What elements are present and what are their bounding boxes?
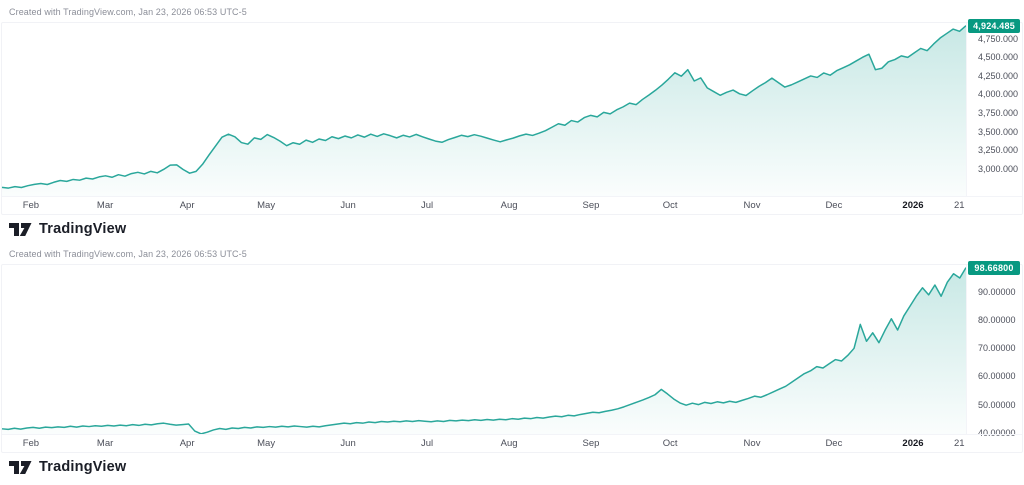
time-tick-label: Aug (500, 200, 518, 211)
chart-canvas: 4,924.485 4,750.000 4,500.000 4,250.000 4,0… (1, 18, 1023, 215)
last-price-badge: 98.66800 (968, 260, 1020, 275)
price-tick-label: 4,000.000 (978, 89, 1019, 100)
time-tick-label: Jun (340, 200, 356, 211)
time-tick-label: Oct (662, 438, 678, 449)
time-tick-label: Aug (500, 438, 518, 449)
price-tick-label: 3,000.000 (978, 163, 1019, 174)
price-tick-label: 70.00000 (978, 343, 1016, 354)
time-tick-label: Feb (22, 200, 40, 211)
time-tick-label: Dec (825, 200, 843, 211)
time-tick-label: Jul (421, 200, 434, 211)
tradingview-logo-icon (9, 461, 32, 474)
price-tick-label: 60.00000 (978, 371, 1016, 382)
price-tick-label: 4,500.000 (978, 52, 1019, 63)
series-line (1, 25, 967, 189)
time-tick-label: 21 (954, 438, 965, 449)
attribution-text: Created with TradingView.com, Jan 23, 20… (9, 249, 247, 259)
price-tick-label: 90.00000 (978, 287, 1016, 298)
chart-widget: Created with TradingView.com, Jan 23, 20… (0, 242, 1024, 480)
price-tick-label: 4,250.000 (978, 70, 1019, 81)
time-tick-label: Nov (743, 438, 761, 449)
plot-area[interactable] (1, 23, 967, 197)
time-scale[interactable]: Feb Mar Apr May Jun Jul Aug Sep Oct Nov Dec 2026 21 (2, 434, 1022, 452)
time-tick-label: Jul (421, 438, 434, 449)
time-tick-label: Apr (179, 200, 195, 211)
time-tick-label: Feb (22, 438, 40, 449)
tradingview-logo[interactable]: TradingView (0, 453, 1024, 480)
time-tick-label: Sep (582, 438, 600, 449)
time-tick-label: Jun (340, 438, 356, 449)
time-tick-label: Mar (96, 200, 114, 211)
price-scale[interactable]: 98.66800 90.00000 80.00000 70.00000 60.0000… (966, 260, 1022, 438)
price-tick-label: 80.00000 (978, 315, 1016, 326)
time-tick-label: Dec (825, 438, 843, 449)
tradingview-logo-text: TradingView (39, 221, 127, 237)
tradingview-logo-text: TradingView (39, 459, 127, 475)
attribution-text: Created with TradingView.com, Jan 23, 20… (9, 7, 247, 17)
price-tick-label: 3,500.000 (978, 126, 1019, 137)
series-line (1, 267, 967, 435)
time-tick-label: May (257, 438, 276, 449)
time-tick-label: Mar (96, 438, 114, 449)
price-tick-label: 40.00000 (978, 427, 1016, 438)
series-area-fill (2, 267, 966, 435)
last-price-badge: 4,924.485 (968, 18, 1020, 33)
time-tick-label: Nov (743, 200, 761, 211)
price-tick-label: 3,750.000 (978, 107, 1019, 118)
time-tick-label: Oct (662, 200, 678, 211)
time-scale[interactable]: Feb Mar Apr May Jun Jul Aug Sep Oct Nov Dec 2026 21 (2, 196, 1022, 214)
time-tick-label: May (257, 200, 276, 211)
time-tick-label: 2026 (902, 438, 924, 449)
time-tick-label: Sep (582, 200, 600, 211)
tradingview-logo[interactable]: TradingView (0, 215, 1024, 242)
chart-widget: Created with TradingView.com, Jan 23, 20… (0, 0, 1024, 242)
price-tick-label: 4,750.000 (978, 33, 1019, 44)
series-area-fill (2, 25, 966, 197)
price-tick-label: 50.00000 (978, 399, 1016, 410)
time-tick-label: Apr (179, 438, 195, 449)
chart-canvas: 98.66800 90.00000 80.00000 70.00000 60.0000… (1, 260, 1023, 453)
plot-area[interactable] (1, 265, 967, 435)
price-tick-label: 3,250.000 (978, 145, 1019, 156)
price-scale[interactable]: 4,924.485 4,750.000 4,500.000 4,250.000 4,0… (966, 18, 1022, 197)
time-tick-label: 2026 (902, 200, 924, 211)
tradingview-logo-icon (9, 223, 32, 236)
time-tick-label: 21 (954, 200, 965, 211)
